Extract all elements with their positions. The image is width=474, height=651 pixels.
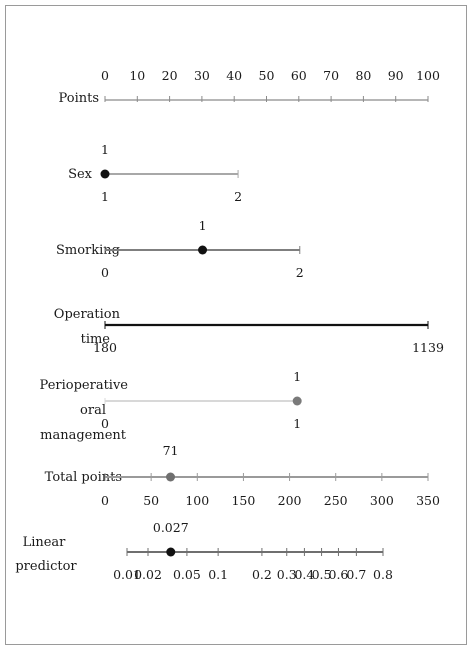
tick-label-below-total_points: 300 xyxy=(370,493,394,508)
row-label-operation_time: Operation xyxy=(54,307,121,322)
tick-label-below-linear_predictor: 0.5 xyxy=(312,567,332,582)
tick-label-above-points: 30 xyxy=(194,68,210,83)
row-label-linear_predictor: predictor xyxy=(15,559,77,574)
tick-label-below-linear_predictor: 0.7 xyxy=(346,567,366,582)
tick-label-above-points: 20 xyxy=(162,68,178,83)
marker-smoking xyxy=(198,245,208,255)
tick-label-below-total_points: 350 xyxy=(416,493,440,508)
tick-label-above-points: 40 xyxy=(226,68,242,83)
row-label-total_points: Total points xyxy=(45,470,122,485)
tick-label-below-smoking: 2 xyxy=(296,265,304,280)
row-label-perioperative: Perioperative xyxy=(40,378,129,393)
row-label-points: Points xyxy=(59,91,99,106)
tick-label-below-sex: 1 xyxy=(101,189,109,204)
tick-label-above-points: 0 xyxy=(101,68,109,83)
tick-label-below-linear_predictor: 0.6 xyxy=(329,567,349,582)
tick-label-below-linear_predictor: 0.05 xyxy=(173,567,201,582)
tick-label-below-linear_predictor: 0.2 xyxy=(252,567,272,582)
tick-label-below-total_points: 200 xyxy=(278,493,302,508)
row-label-perioperative: management xyxy=(40,428,127,443)
tick-label-above-smoking: 1 xyxy=(199,218,207,233)
marker-total_points xyxy=(166,472,176,482)
tick-label-below-perioperative: 1 xyxy=(293,416,301,431)
row-label-linear_predictor: Linear xyxy=(23,535,67,550)
tick-label-below-sex: 2 xyxy=(234,189,242,204)
row-label-smoking: Smorking xyxy=(56,243,120,258)
tick-label-below-operation_time: 1139 xyxy=(412,340,444,355)
tick-label-below-linear_predictor: 0.01 xyxy=(113,567,141,582)
marker-linear_predictor xyxy=(166,547,176,557)
tick-label-above-linear_predictor: 0.027 xyxy=(153,520,189,535)
tick-label-below-total_points: 0 xyxy=(101,493,109,508)
tick-label-below-linear_predictor: 0.1 xyxy=(208,567,228,582)
tick-label-below-total_points: 50 xyxy=(143,493,159,508)
tick-label-above-perioperative: 1 xyxy=(293,369,301,384)
tick-label-above-points: 100 xyxy=(416,68,440,83)
tick-label-above-points: 10 xyxy=(129,68,145,83)
marker-perioperative xyxy=(292,396,302,406)
tick-label-below-linear_predictor: 0.8 xyxy=(373,567,393,582)
tick-label-below-total_points: 250 xyxy=(324,493,348,508)
tick-label-below-linear_predictor: 0.3 xyxy=(277,567,297,582)
tick-label-above-points: 70 xyxy=(323,68,339,83)
tick-label-above-points: 50 xyxy=(259,68,275,83)
tick-label-below-perioperative: 0 xyxy=(101,416,109,431)
tick-label-below-linear_predictor: 0.02 xyxy=(134,567,162,582)
tick-label-above-points: 60 xyxy=(291,68,307,83)
tick-label-below-total_points: 150 xyxy=(231,493,255,508)
figure-frame: Points 0 10 20 30 40 50 60 70 80 90 100 Sex 1 1 2 Smorki… xyxy=(5,5,467,645)
tick-label-above-points: 80 xyxy=(355,68,371,83)
tick-label-above-points: 90 xyxy=(388,68,404,83)
marker-sex xyxy=(100,169,110,179)
row-label-sex: Sex xyxy=(68,167,93,182)
tick-label-below-operation_time: 180 xyxy=(93,340,117,355)
row-label-perioperative: oral xyxy=(80,403,106,418)
tick-label-below-smoking: 0 xyxy=(101,265,109,280)
tick-label-below-total_points: 100 xyxy=(185,493,209,508)
row-label-operation_time: time xyxy=(81,332,111,347)
tick-label-above-sex: 1 xyxy=(101,142,109,157)
tick-label-below-linear_predictor: 0.4 xyxy=(294,567,314,582)
tick-label-above-total_points: 71 xyxy=(163,443,179,458)
